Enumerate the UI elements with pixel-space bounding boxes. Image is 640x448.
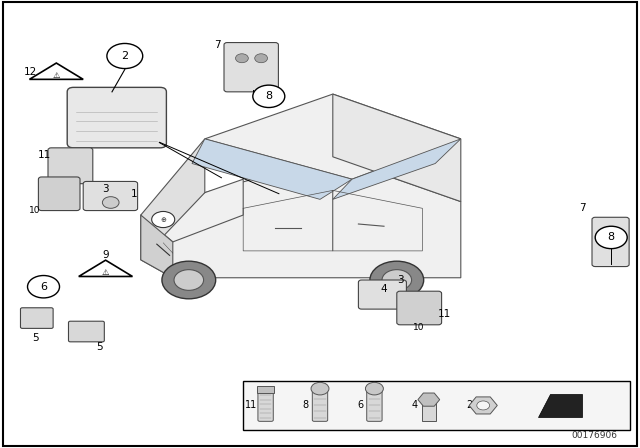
Polygon shape [141, 179, 243, 242]
Text: ⚠: ⚠ [52, 71, 60, 80]
Polygon shape [333, 139, 461, 199]
Circle shape [255, 54, 268, 63]
Text: 8: 8 [265, 91, 273, 101]
Polygon shape [333, 94, 461, 202]
Circle shape [162, 261, 216, 299]
FancyBboxPatch shape [67, 87, 166, 148]
Circle shape [595, 226, 627, 249]
FancyBboxPatch shape [397, 291, 442, 325]
Circle shape [477, 401, 490, 410]
Bar [243, 381, 630, 430]
Polygon shape [418, 393, 440, 406]
FancyBboxPatch shape [224, 43, 278, 92]
Text: 3: 3 [102, 184, 109, 194]
Polygon shape [205, 94, 461, 179]
Text: 1: 1 [131, 189, 138, 198]
Text: 10: 10 [29, 206, 41, 215]
Text: 5: 5 [32, 333, 38, 343]
Circle shape [253, 85, 285, 108]
Text: 3: 3 [397, 275, 403, 285]
Circle shape [311, 383, 329, 395]
FancyBboxPatch shape [258, 390, 273, 421]
Polygon shape [141, 215, 173, 278]
Polygon shape [29, 63, 83, 79]
FancyBboxPatch shape [68, 321, 104, 342]
Text: ⚠: ⚠ [102, 268, 109, 277]
Text: ⊕: ⊕ [160, 216, 166, 223]
FancyBboxPatch shape [358, 280, 406, 309]
Text: 5: 5 [96, 342, 102, 352]
Text: 6: 6 [40, 282, 47, 292]
Text: 11: 11 [38, 150, 51, 159]
Text: 00176906: 00176906 [572, 431, 618, 440]
Circle shape [236, 54, 248, 63]
Text: 12: 12 [24, 67, 37, 77]
Text: 11: 11 [438, 309, 451, 319]
Polygon shape [79, 260, 132, 276]
Text: 9: 9 [102, 250, 109, 260]
FancyBboxPatch shape [48, 148, 93, 184]
Text: 4: 4 [381, 284, 387, 294]
FancyBboxPatch shape [422, 400, 436, 421]
Text: 11: 11 [245, 401, 258, 410]
Bar [257, 386, 274, 393]
FancyBboxPatch shape [20, 308, 53, 328]
Polygon shape [538, 394, 582, 417]
Text: 6: 6 [357, 401, 364, 410]
Circle shape [365, 383, 383, 395]
Polygon shape [141, 157, 461, 278]
Circle shape [174, 270, 204, 290]
Circle shape [28, 276, 60, 298]
Text: 4: 4 [412, 401, 418, 410]
Text: 2: 2 [466, 401, 472, 410]
Circle shape [605, 231, 618, 240]
Circle shape [152, 211, 175, 228]
FancyBboxPatch shape [367, 390, 382, 421]
Text: 10: 10 [413, 323, 425, 332]
Polygon shape [469, 397, 497, 414]
Polygon shape [192, 139, 352, 199]
Circle shape [107, 43, 143, 69]
Text: 7: 7 [579, 203, 586, 213]
Text: 8: 8 [607, 233, 615, 242]
FancyBboxPatch shape [38, 177, 80, 211]
Text: 7: 7 [214, 40, 221, 50]
Circle shape [102, 197, 119, 208]
Text: 2: 2 [121, 51, 129, 61]
FancyBboxPatch shape [312, 390, 328, 421]
Text: 8: 8 [303, 401, 309, 410]
Circle shape [382, 270, 412, 290]
FancyBboxPatch shape [83, 181, 138, 211]
Polygon shape [141, 139, 205, 260]
FancyBboxPatch shape [592, 217, 629, 267]
Circle shape [370, 261, 424, 299]
